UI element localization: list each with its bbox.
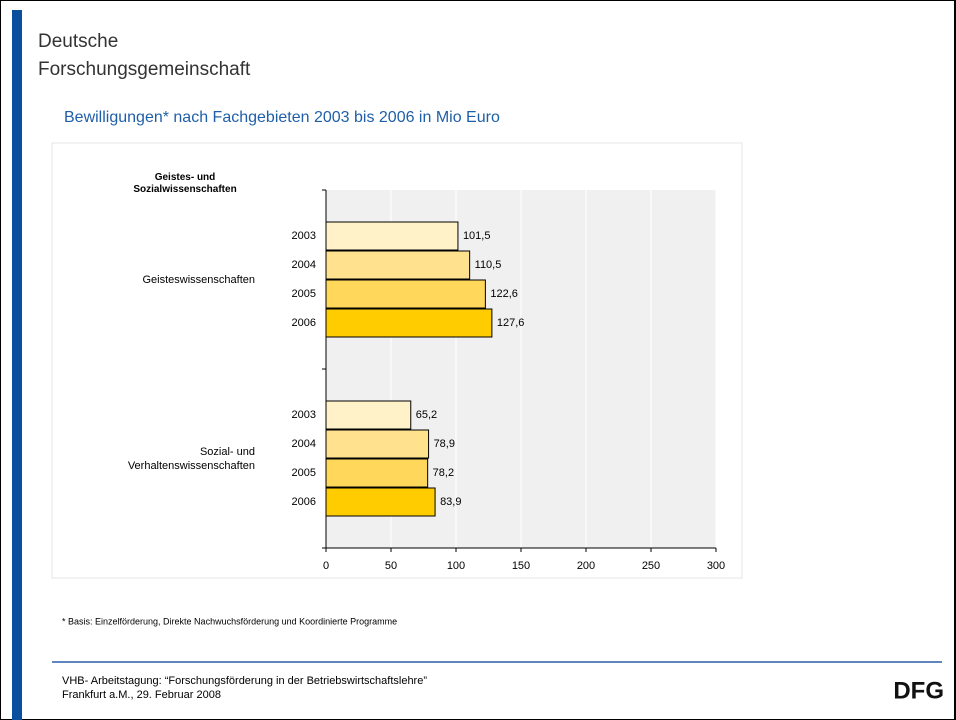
footnote: * Basis: Einzelförderung, Direkte Nachwu… — [62, 616, 397, 626]
series-label: 2003 — [292, 230, 316, 242]
series-label: 2004 — [292, 438, 316, 450]
value-label: 122,6 — [490, 288, 518, 300]
series-label: 2006 — [292, 317, 316, 329]
x-tick-label: 100 — [447, 560, 465, 572]
x-tick-label: 50 — [385, 560, 397, 572]
value-label: 78,2 — [433, 467, 454, 479]
value-label: 78,9 — [434, 438, 455, 450]
series-label: 2005 — [292, 288, 316, 300]
series-label: 2004 — [292, 259, 316, 271]
bar — [325, 458, 429, 488]
x-tick-label: 250 — [642, 560, 660, 572]
x-tick-label: 150 — [512, 560, 530, 572]
bar — [325, 221, 459, 251]
series-label: 2006 — [292, 496, 316, 508]
value-label: 101,5 — [463, 230, 491, 242]
bar — [325, 250, 471, 280]
footer-text: Frankfurt a.M., 29. Februar 2008 — [62, 689, 221, 701]
series-label: 2005 — [292, 467, 316, 479]
bar — [325, 429, 430, 459]
footer-text: VHB- Arbeitstagung: “Forschungsförderung… — [62, 675, 427, 687]
value-label: 127,6 — [497, 317, 525, 329]
bar — [325, 487, 436, 517]
bar — [325, 279, 486, 309]
value-label: 83,9 — [440, 496, 461, 508]
category-label: Geisteswissenschaften — [142, 273, 256, 286]
header-line: Deutsche — [38, 31, 118, 52]
logo: DFG — [893, 677, 944, 704]
header-line: Forschungsgemeinschaft — [38, 59, 251, 80]
x-tick-label: 200 — [577, 560, 595, 572]
value-label: 110,5 — [475, 259, 502, 271]
axis-title: Geistes- und Sozialwissenschaften — [133, 172, 237, 195]
x-tick-label: 0 — [323, 560, 329, 572]
category-label: Sozial- und Verhaltenswissenschaften — [127, 445, 255, 472]
x-tick-label: 300 — [707, 560, 725, 572]
chart-title: Bewilligungen* nach Fachgebieten 2003 bi… — [64, 109, 500, 126]
value-label: 65,2 — [416, 409, 437, 421]
bar — [325, 308, 493, 338]
bar — [325, 400, 412, 430]
series-label: 2003 — [292, 409, 316, 421]
side-bar — [12, 10, 22, 720]
